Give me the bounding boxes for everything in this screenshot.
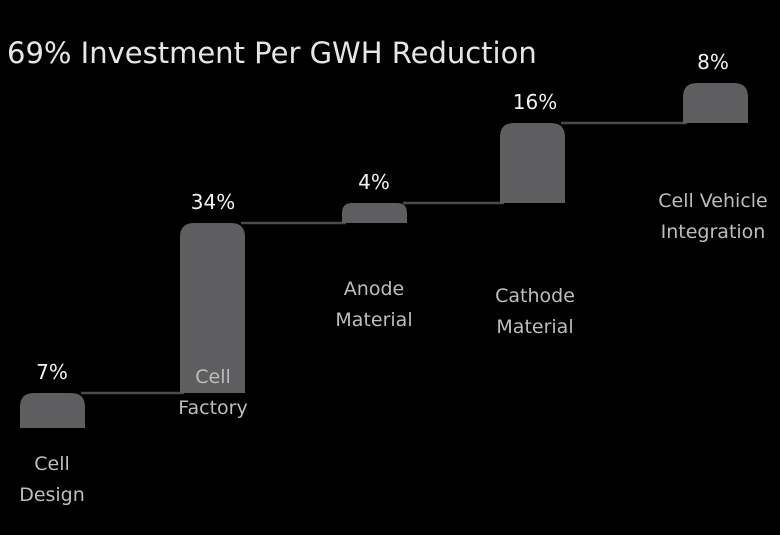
value-label: 8%: [697, 50, 729, 74]
category-label: Material: [335, 309, 412, 331]
value-label: 34%: [191, 190, 235, 214]
category-label: Cathode: [495, 285, 575, 307]
bar-cell-factory: [180, 223, 245, 393]
bar-cell-vehicle-integration: [683, 83, 748, 123]
bar-anode-material: [342, 203, 407, 223]
category-label: Cell: [195, 366, 231, 388]
chart-title: 69% Investment Per GWH Reduction: [7, 36, 537, 70]
category-label: Factory: [178, 397, 247, 419]
category-label: Design: [19, 484, 85, 506]
bar-cathode-material: [500, 123, 565, 203]
value-label: 16%: [513, 90, 557, 114]
value-label: 4%: [358, 170, 390, 194]
category-label: Cell Vehicle: [658, 190, 768, 212]
category-label: Integration: [661, 221, 766, 243]
category-label: Cell: [34, 453, 70, 475]
bar-cell-design: [20, 393, 85, 428]
category-label: Material: [496, 316, 573, 338]
value-label: 7%: [36, 360, 68, 384]
category-label: Anode: [344, 278, 404, 300]
